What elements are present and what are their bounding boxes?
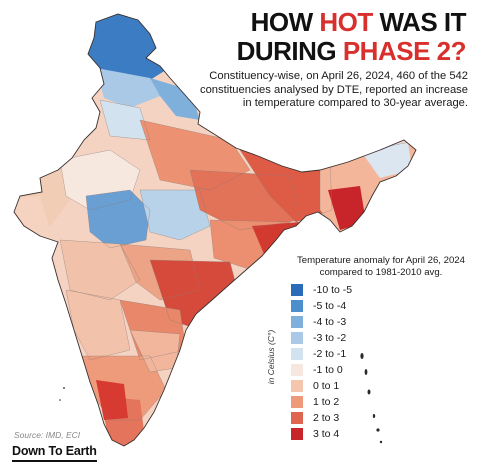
legend-item: 0 to 1 xyxy=(291,379,381,394)
legend-item: 2 to 3 xyxy=(291,411,381,426)
legend-item: 3 to 4 xyxy=(291,427,381,442)
legend-swatch xyxy=(291,412,303,425)
legend-swatch xyxy=(291,315,303,328)
legend-swatch xyxy=(291,347,303,360)
legend-item: -4 to -3 xyxy=(291,314,381,329)
legend-swatch xyxy=(291,283,303,296)
brand-logo: Down To Earth xyxy=(12,444,97,462)
legend-swatch xyxy=(291,396,303,409)
legend-swatch xyxy=(291,428,303,441)
headline-line-2: DURING PHASE 2? xyxy=(236,36,467,66)
legend-item: -1 to 0 xyxy=(291,362,381,377)
legend-item: -3 to -2 xyxy=(291,330,381,345)
legend-swatch xyxy=(291,380,303,393)
legend: -10 to -5 -5 to -4 -4 to -3 -3 to -2 -2 … xyxy=(291,282,381,443)
subtitle: Constituency-wise, on April 26, 2024, 46… xyxy=(199,70,468,109)
source-note: Source: IMD, ECI xyxy=(14,430,81,440)
legend-item: 1 to 2 xyxy=(291,395,381,410)
unit-label: in Celsius (C°) xyxy=(266,329,276,385)
headline-line-1: HOW HOT WAS IT xyxy=(250,7,467,37)
legend-item: -2 to -1 xyxy=(291,346,381,361)
legend-item: -5 to -4 xyxy=(291,298,381,313)
legend-swatch xyxy=(291,331,303,344)
andaman-islands xyxy=(59,353,383,444)
headline: HOW HOT WAS IT DURING PHASE 2? xyxy=(226,7,467,66)
legend-title: Temperature anomaly for April 26, 2024 c… xyxy=(297,255,465,278)
legend-swatch xyxy=(291,363,303,376)
legend-swatch xyxy=(291,299,303,312)
legend-item: -10 to -5 xyxy=(291,282,381,297)
